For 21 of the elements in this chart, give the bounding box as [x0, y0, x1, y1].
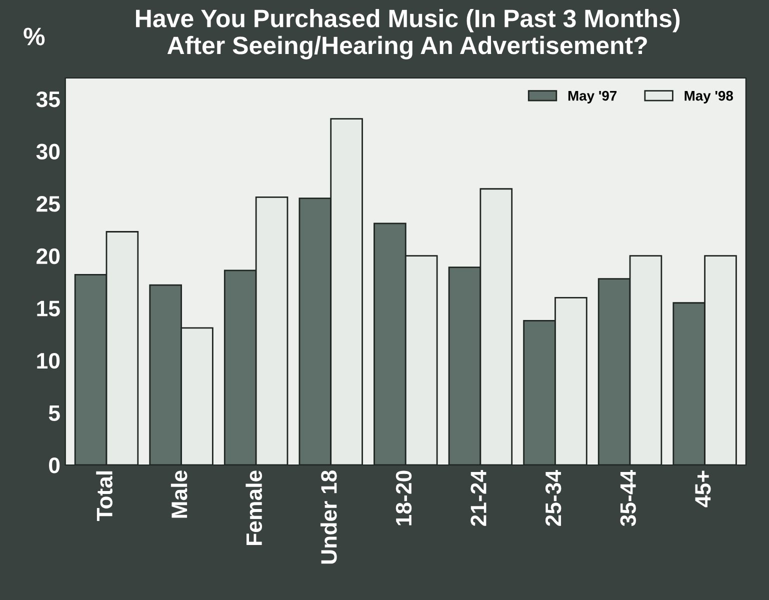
y-tick-label: 35 — [36, 91, 60, 108]
x-tick-label: 45+ — [695, 470, 711, 508]
x-tick-label: Female — [246, 470, 262, 545]
x-tick-label: 21-24 — [470, 470, 486, 526]
x-tick-label: 35-44 — [620, 470, 636, 526]
legend-label: May '97 — [568, 90, 617, 104]
y-tick-label: 10 — [37, 352, 60, 369]
x-tick-label: 18-20 — [396, 470, 412, 526]
y-tick-label: 20 — [36, 248, 60, 264]
y-tick-label: 15 — [37, 300, 60, 316]
y-tick-label: 30 — [36, 144, 60, 160]
legend-label: May '98 — [684, 90, 734, 104]
y-tick-label: 5 — [48, 405, 60, 421]
y-tick-label: 25 — [36, 196, 60, 212]
x-tick-label: 25-34 — [545, 470, 562, 526]
x-tick-label: Male — [170, 470, 188, 518]
x-tick-label: Total — [96, 471, 112, 522]
y-axis-title: % — [24, 28, 45, 46]
chart-title: Have You Purchased Music (In Past 3 Months) After Seeing/Hearing An Advertisement? — [136, 9, 680, 60]
y-tick-label: 0 — [49, 458, 60, 474]
x-tick-label: Under 18 — [320, 470, 337, 564]
